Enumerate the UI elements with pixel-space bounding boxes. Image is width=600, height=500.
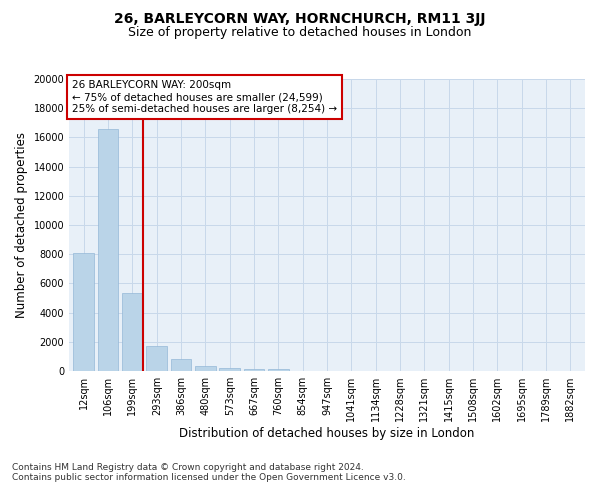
Bar: [98, 128, 118, 371]
Text: 26, BARLEYCORN WAY, HORNCHURCH, RM11 3JJ: 26, BARLEYCORN WAY, HORNCHURCH, RM11 3JJ: [114, 12, 486, 26]
Bar: [195, 366, 216, 371]
Bar: [244, 368, 265, 371]
Bar: [268, 369, 289, 371]
X-axis label: Distribution of detached houses by size in London: Distribution of detached houses by size …: [179, 427, 475, 440]
Bar: [122, 293, 143, 371]
Bar: [73, 253, 94, 371]
Text: 26 BARLEYCORN WAY: 200sqm
← 75% of detached houses are smaller (24,599)
25% of s: 26 BARLEYCORN WAY: 200sqm ← 75% of detac…: [72, 80, 337, 114]
Y-axis label: Number of detached properties: Number of detached properties: [15, 132, 28, 318]
Bar: [171, 360, 191, 371]
Bar: [146, 346, 167, 371]
Bar: [220, 368, 240, 371]
Text: Contains HM Land Registry data © Crown copyright and database right 2024.: Contains HM Land Registry data © Crown c…: [12, 464, 364, 472]
Text: Contains public sector information licensed under the Open Government Licence v3: Contains public sector information licen…: [12, 473, 406, 482]
Text: Size of property relative to detached houses in London: Size of property relative to detached ho…: [128, 26, 472, 39]
